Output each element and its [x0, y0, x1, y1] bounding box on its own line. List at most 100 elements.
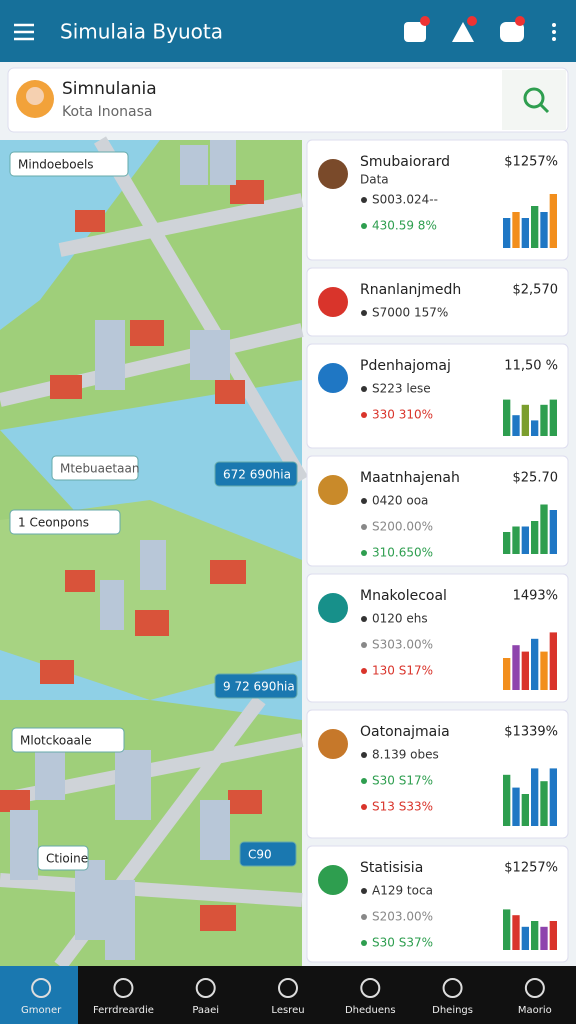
card-line: S223 lese: [372, 382, 431, 396]
card-icon: [318, 159, 348, 189]
card-bg: [306, 139, 569, 261]
stat-card[interactable]: Smubaiorard $1257% Data S003.024-- 430.59 8%: [306, 139, 569, 261]
card-value: $1339%: [504, 725, 558, 740]
mini-bar: [531, 206, 539, 248]
stat-card[interactable]: Pdenhajomaj 11,50 % S223 lese 330 310%: [306, 343, 569, 449]
map-label: 9 72 690hia: [223, 680, 295, 694]
card-bg: [306, 845, 569, 963]
card-title: Statisisia: [360, 860, 423, 876]
mini-bar: [540, 212, 548, 248]
map-label: Ctioine: [46, 852, 88, 866]
card-line: S30 S37%: [372, 936, 433, 950]
line-dot: [361, 498, 367, 504]
line-dot: [361, 524, 367, 530]
card-line: S7000 157%: [372, 306, 448, 320]
mini-bar: [549, 510, 557, 554]
card-value: $1257%: [504, 155, 558, 170]
card-bg: [306, 267, 569, 337]
card-value: $25.70: [513, 471, 559, 486]
map-label-box[interactable]: [9, 509, 121, 535]
line-dot: [361, 223, 367, 229]
card-line: S200.00%: [372, 520, 433, 534]
nav-icon[interactable]: [442, 978, 463, 998]
mini-bar: [512, 787, 520, 826]
map-label-box[interactable]: [9, 151, 129, 177]
search-button[interactable]: [502, 70, 566, 130]
line-dot: [361, 310, 367, 316]
mini-bar: [540, 781, 548, 826]
map-label: 672 690hia: [223, 468, 291, 482]
line-dot: [361, 778, 367, 784]
search-card[interactable]: [7, 67, 569, 133]
nav-icon[interactable]: [31, 978, 52, 998]
mini-bar: [521, 651, 529, 690]
nav-icon[interactable]: [195, 978, 216, 998]
nav-label[interactable]: Dheings: [432, 1005, 473, 1016]
stat-card[interactable]: Statisisia $1257% A129 toca S203.00% S30 S37…: [306, 845, 569, 963]
mini-bar: [540, 651, 548, 690]
stat-card[interactable]: Maatnhajenah $25.70 0420 ooa S200.00% 310.65…: [306, 455, 569, 567]
line-dot: [361, 804, 367, 810]
nav-icon[interactable]: [360, 978, 381, 998]
card-line: S203.00%: [372, 910, 433, 924]
map-label-box[interactable]: [37, 845, 89, 871]
nav-label[interactable]: Dheduens: [345, 1005, 396, 1016]
stat-card[interactable]: Mnakolecoal 1493% 0120 ehs S303.00% 130 S17%: [306, 573, 569, 703]
map-label-box[interactable]: [214, 461, 298, 487]
card-line: 330 310%: [372, 408, 433, 422]
map-label: Mtebuaetaan: [60, 462, 139, 476]
card-icon: [318, 287, 348, 317]
nav-icon[interactable]: [278, 978, 298, 998]
mini-bar: [521, 218, 529, 248]
nav-label[interactable]: Maorio: [518, 1005, 552, 1016]
card-line: 0420 ooa: [372, 494, 428, 508]
line-dot: [361, 914, 367, 920]
nav-active: [0, 966, 78, 1024]
line-dot: [361, 888, 367, 894]
nav-label[interactable]: Lesreu: [271, 1005, 304, 1016]
nav-label[interactable]: Paaei: [192, 1005, 219, 1016]
mini-bar: [512, 415, 520, 436]
map-label-box[interactable]: [51, 455, 139, 481]
mini-bar: [512, 212, 520, 248]
mini-bar: [531, 638, 539, 690]
line-dot: [361, 197, 367, 203]
mini-bar: [531, 420, 539, 436]
menu-icon[interactable]: [14, 23, 34, 41]
card-bg: [306, 709, 569, 839]
mini-bar: [503, 909, 511, 950]
map-label: Mindoeboels: [18, 158, 94, 172]
bottom-nav: [0, 966, 576, 1024]
line-dot: [361, 386, 367, 392]
card-bg: [306, 343, 569, 449]
line-dot: [361, 752, 367, 758]
mini-bar: [512, 915, 520, 950]
mini-bar: [549, 768, 557, 826]
nav-icon[interactable]: [113, 978, 134, 998]
app-bar: [0, 0, 576, 62]
map-label-box[interactable]: [239, 841, 297, 867]
map-label: C90: [248, 848, 272, 862]
mini-bar: [503, 774, 511, 826]
nav-label[interactable]: Gmoner: [21, 1005, 62, 1016]
mini-bar: [521, 794, 529, 826]
mini-bar: [512, 645, 520, 690]
stat-cards: Smubaiorard $1257% Data S003.024-- 430.59 8%…: [306, 139, 569, 963]
app-actions[interactable]: [404, 16, 556, 42]
card-icon: [318, 729, 348, 759]
map-label-box[interactable]: [11, 727, 125, 753]
stat-card[interactable]: Oatonajmaia $1339% 8.139 obes S30 S17% S13 S…: [306, 709, 569, 839]
user-location: Kota Inonasa: [62, 104, 152, 120]
stat-card[interactable]: Rnanlanjmedh $2,570 S7000 157%: [306, 267, 569, 337]
line-dot: [361, 550, 367, 556]
mini-bar: [503, 399, 511, 436]
nav-label[interactable]: Ferrdreardie: [93, 1005, 154, 1016]
line-dot: [361, 642, 367, 648]
user-name: Simnulania: [62, 79, 157, 99]
card-value: 11,50 %: [504, 359, 558, 374]
card-value: 1493%: [513, 589, 558, 604]
nav-icon[interactable]: [524, 978, 545, 998]
card-icon: [318, 363, 348, 393]
map-label-box[interactable]: [214, 673, 298, 699]
